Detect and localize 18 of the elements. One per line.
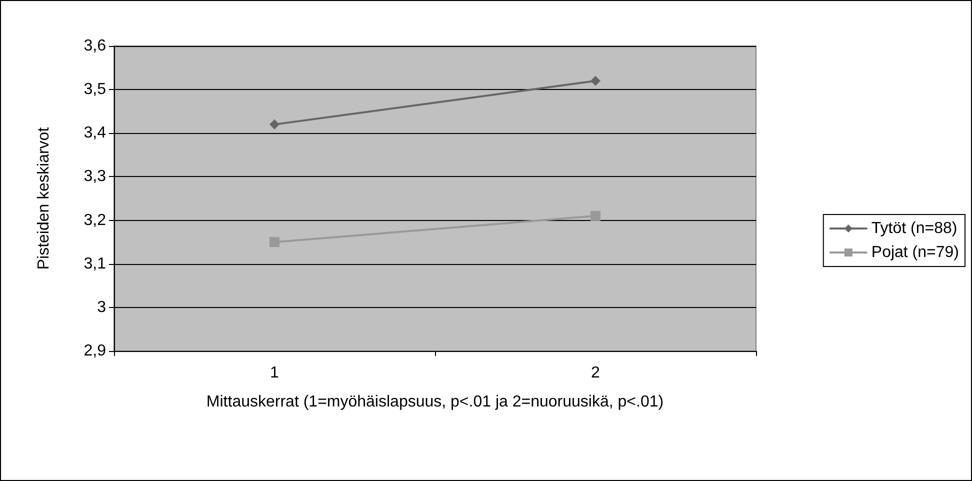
y-tick-label: 3,5 <box>84 81 106 98</box>
y-tick-label: 3,2 <box>84 212 106 229</box>
legend-label: Tytöt (n=88) <box>871 220 958 237</box>
y-tick-label: 3,1 <box>84 255 106 272</box>
y-tick-label: 3,3 <box>84 168 106 186</box>
y-tick-label: 3 <box>97 298 106 316</box>
legend-label: Pojat (n=79) <box>871 244 959 261</box>
x-axis-title: Mittauskerrat (1=myöhäislapsuus, p<.01 ja 2=nuoruusikä, p<.01) <box>206 394 664 410</box>
point <box>270 119 280 130</box>
y-axis-title: Pisteiden keskiarvot <box>36 126 52 270</box>
point <box>270 237 280 248</box>
y-tick-label: 3,4 <box>84 124 106 142</box>
x-tick-label: 2 <box>591 364 600 382</box>
point <box>590 76 600 86</box>
x-tick-label: 1 <box>270 364 280 382</box>
y-tick-label: 3,6 <box>84 38 106 54</box>
point <box>590 210 600 221</box>
y-tick-label: 2,9 <box>84 342 106 360</box>
